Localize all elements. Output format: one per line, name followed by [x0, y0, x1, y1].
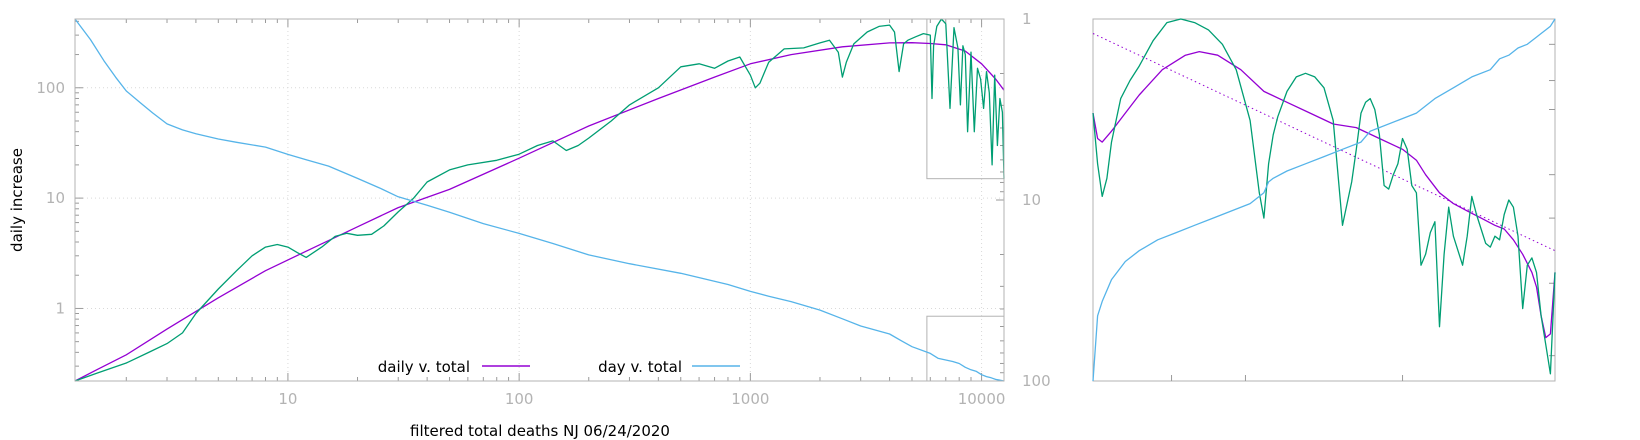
y-tick-label: 10	[46, 189, 65, 207]
y-tick-label: 1	[55, 299, 65, 317]
y2-tick-label: 100	[1022, 372, 1051, 390]
inset-series-line-0	[1092, 50, 1556, 339]
main-ticks	[75, 18, 1004, 382]
legend: daily v. total day v. total	[378, 358, 740, 376]
inset-ticks	[1171, 43, 1555, 381]
inset-series-line-3	[1092, 18, 1556, 382]
x-tick-label: 10	[278, 390, 297, 408]
series-line-1	[74, 18, 1005, 382]
x-tick-label: 100	[505, 390, 534, 408]
inset-series-line-1	[1092, 33, 1556, 252]
inset-series	[1092, 18, 1556, 382]
main-tick-labels: 10 100 1000 10000 1 10 100 1 10 100	[36, 10, 1050, 408]
x-axis-label: filtered total deaths NJ 06/24/2020	[410, 422, 670, 440]
main-chart: 10 100 1000 10000 1 10 100 1 10 100 daily increas…	[8, 10, 1051, 440]
inset-chart	[1092, 18, 1556, 382]
main-grid	[75, 19, 1004, 381]
zoom-rect-lower	[926, 315, 1005, 382]
series-line-2	[74, 18, 1005, 382]
series-line-0	[74, 42, 1005, 382]
x-tick-label: 10000	[958, 390, 1006, 408]
legend-label-daily-v-total: daily v. total	[378, 358, 470, 376]
y2-tick-label: 10	[1022, 191, 1041, 209]
inset-plot-frame	[1092, 18, 1556, 382]
main-plot-frame	[74, 18, 1005, 382]
y-axis-label: daily increase	[8, 148, 26, 252]
legend-label-day-v-total: day v. total	[598, 358, 682, 376]
y2-tick-label: 1	[1022, 10, 1032, 28]
x-tick-label: 1000	[731, 390, 769, 408]
y-tick-label: 100	[36, 79, 65, 97]
main-series	[74, 18, 1005, 382]
inset-series-line-2	[1092, 18, 1556, 375]
